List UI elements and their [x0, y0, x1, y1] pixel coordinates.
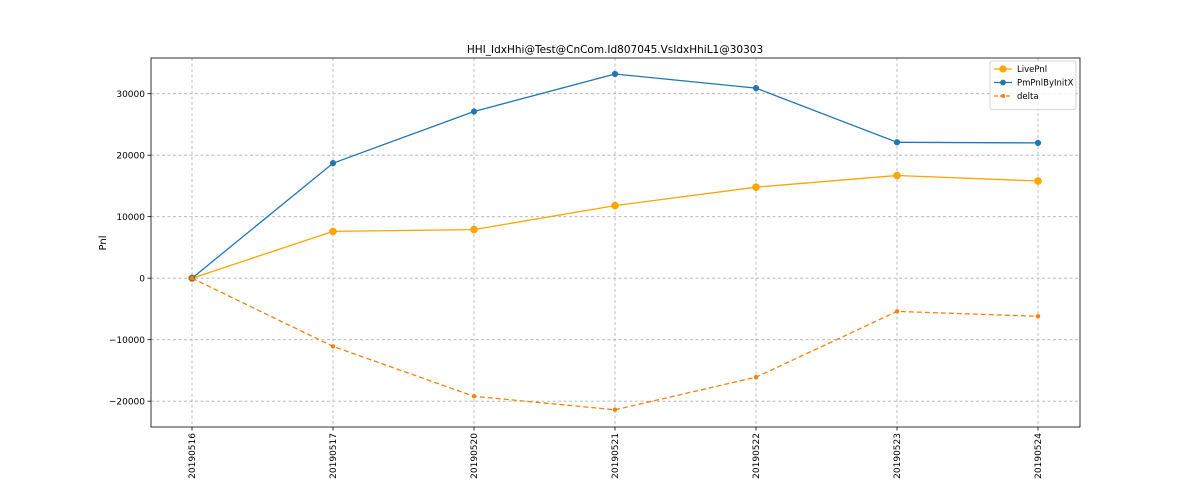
x-tick-label: 20190520	[470, 433, 480, 479]
legend-label-PmPnlByInitX: PmPnlByInitX	[1017, 79, 1074, 89]
data-point	[611, 70, 619, 78]
data-point	[329, 227, 337, 236]
y-axis-label: Pnl	[98, 236, 109, 251]
data-point	[1035, 314, 1041, 319]
data-point	[1034, 177, 1042, 185]
x-tick-label: 20190523	[893, 433, 903, 479]
data-point	[470, 108, 478, 115]
data-point	[612, 407, 618, 413]
x-tick-label: 20190521	[611, 433, 621, 479]
y-tick-label: −20000	[109, 397, 145, 407]
y-tick-label: 20000	[116, 151, 145, 161]
data-point	[1034, 139, 1042, 147]
x-tick-label: 20190516	[188, 433, 198, 479]
plot-frame	[150, 57, 1081, 428]
data-point	[611, 201, 619, 210]
chart-title: HHI_IdxHhi@Test@CnCom.Id807045.VsIdxHhiL…	[467, 44, 763, 56]
legend-label-delta: delta	[1017, 92, 1039, 102]
data-point	[893, 171, 901, 180]
data-point	[894, 309, 900, 314]
data-point	[329, 160, 337, 167]
data-point	[752, 84, 760, 92]
legend-marker-delta	[1001, 94, 1005, 98]
data-point	[330, 344, 336, 349]
y-tick-label: 0	[139, 274, 145, 284]
legend-box	[989, 60, 1077, 110]
legend-label-LivePnl: LivePnl	[1017, 65, 1047, 75]
x-tick-label: 20190524	[1034, 433, 1044, 479]
legend: LivePnl PmPnlByInitX delta	[989, 60, 1077, 110]
data-point	[470, 225, 478, 234]
data-point	[893, 139, 901, 146]
legend-marker-LivePnl	[999, 65, 1007, 73]
x-tick-label: 20190522	[752, 433, 762, 479]
y-tick-label: 30000	[116, 90, 145, 100]
y-tick-label: −10000	[109, 336, 145, 346]
data-point	[753, 374, 759, 380]
data-point	[471, 394, 477, 399]
plot-area: −20000 −10000 0 10000 20000 30000 20190516 2019…	[109, 57, 1081, 479]
legend-marker-PmPnlByInitX	[1000, 79, 1006, 86]
x-tick-label: 20190517	[329, 433, 339, 479]
y-tick-label: 10000	[116, 213, 145, 223]
data-point	[752, 183, 760, 191]
data-point	[189, 275, 195, 281]
